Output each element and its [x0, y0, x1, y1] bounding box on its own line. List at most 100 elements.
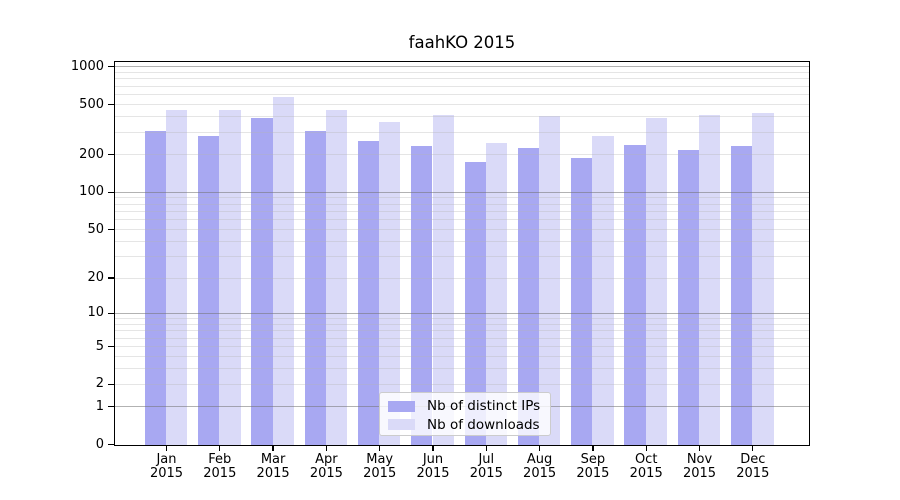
minor-gridline-5: [115, 346, 809, 347]
bar-nb-of-downloads-sep: [592, 136, 614, 445]
x-tick-label-nov: Nov 2015: [668, 453, 732, 481]
y-tick-mark-20: [108, 277, 114, 279]
x-tick-mark-oct: [645, 446, 647, 451]
bar-nb-of-distinct-ips-feb: [198, 135, 220, 445]
bar-nb-of-downloads-nov: [699, 115, 721, 445]
x-tick-label-jul: Jul 2015: [454, 453, 518, 481]
x-tick-label-sep: Sep 2015: [561, 453, 625, 481]
minor-gridline-40: [115, 241, 809, 242]
x-tick-year: 2015: [149, 466, 184, 481]
minor-gridline-6: [115, 337, 809, 339]
x-tick-month: Nov: [686, 452, 713, 467]
x-tick-label-oct: Oct 2015: [614, 453, 678, 481]
x-tick-year: 2015: [203, 466, 237, 481]
bar-nb-of-distinct-ips-dec: [731, 146, 753, 445]
major-gridline-1000: [115, 66, 809, 68]
bar-nb-of-distinct-ips-aug: [517, 147, 540, 445]
x-tick-month: May: [366, 452, 394, 467]
legend-row-nb-of-distinct-ips: Nb of distinct IPs: [388, 397, 550, 416]
bar-nb-of-downloads-jun: [432, 115, 454, 445]
minor-gridline-300: [115, 131, 809, 133]
x-tick-year: 2015: [416, 466, 450, 481]
x-tick-mark-aug: [538, 446, 541, 451]
x-tick-year: 2015: [629, 466, 663, 481]
x-tick-year: 2015: [736, 466, 770, 481]
y-tick-label-500: 500: [79, 96, 104, 112]
legend-row-nb-of-downloads: Nb of downloads: [388, 416, 550, 435]
x-tick-mark-dec: [752, 446, 754, 451]
minor-gridline-90: [115, 197, 809, 199]
x-tick-mark-jun: [432, 446, 434, 451]
minor-gridline-4: [115, 356, 809, 357]
y-tick-mark-500: [108, 103, 114, 106]
x-tick-mark-nov: [698, 446, 701, 451]
x-tick-mark-may: [379, 446, 381, 451]
minor-gridline-200: [115, 154, 809, 155]
major-gridline-100: [115, 191, 809, 193]
bar-nb-of-distinct-ips-apr: [304, 130, 326, 445]
bar-nb-of-distinct-ips-nov: [677, 150, 699, 445]
bar-nb-of-downloads-aug: [539, 115, 561, 445]
minor-gridline-3: [115, 368, 809, 370]
x-tick-year: 2015: [309, 466, 343, 481]
x-tick-mark-jan: [165, 446, 168, 451]
bar-nb-of-downloads-jan: [166, 110, 188, 445]
x-tick-month: Mar: [260, 452, 286, 467]
x-tick-year: 2015: [256, 466, 290, 481]
y-tick-label-1: 1: [95, 398, 104, 414]
y-tick-mark-100: [108, 191, 114, 193]
bar-nb-of-distinct-ips-jun: [411, 146, 433, 445]
x-tick-year: 2015: [682, 466, 717, 481]
bar-nb-of-distinct-ips-sep: [571, 158, 593, 445]
y-tick-mark-10: [108, 312, 114, 315]
x-tick-month: Dec: [740, 452, 766, 467]
x-tick-month: Sep: [580, 452, 606, 467]
minor-gridline-50: [115, 229, 809, 230]
x-tick-mark-mar: [272, 446, 274, 451]
legend-label-nb-of-distinct-ips: Nb of distinct IPs: [427, 398, 541, 415]
x-tick-label-may: May 2015: [348, 453, 412, 481]
chart-title: faahKO 2015: [408, 33, 516, 52]
bar-nb-of-downloads-oct: [645, 117, 667, 445]
y-tick-label-10: 10: [87, 305, 104, 321]
y-tick-mark-50: [108, 228, 114, 231]
y-tick-mark-1000: [108, 66, 114, 68]
bar-nb-of-distinct-ips-mar: [251, 117, 273, 445]
legend-swatch-nb-of-distinct-ips: [388, 400, 415, 412]
x-tick-month: Jun: [422, 452, 444, 467]
legend-swatch-nb-of-downloads: [388, 419, 415, 431]
bar-nb-of-downloads-dec: [752, 112, 774, 445]
y-tick-label-20: 20: [87, 270, 104, 286]
x-tick-label-aug: Aug 2015: [508, 453, 572, 481]
major-gridline-10: [115, 312, 809, 314]
y-tick-label-100: 100: [79, 184, 104, 200]
x-tick-month: Oct: [634, 452, 658, 467]
bar-nb-of-downloads-apr: [325, 109, 348, 445]
y-tick-mark-1: [108, 405, 114, 408]
minor-gridline-600: [115, 94, 809, 96]
y-tick-label-50: 50: [87, 221, 104, 237]
x-tick-mark-apr: [325, 446, 328, 451]
minor-gridline-700: [115, 85, 809, 87]
bar-nb-of-downloads-may: [379, 122, 401, 445]
legend-label-nb-of-downloads: Nb of downloads: [427, 416, 540, 433]
bar-nb-of-distinct-ips-oct: [624, 145, 646, 445]
x-tick-year: 2015: [469, 466, 503, 481]
y-tick-label-1000: 1000: [70, 58, 104, 74]
x-tick-label-apr: Apr 2015: [294, 453, 358, 481]
x-tick-year: 2015: [523, 466, 557, 481]
bar-nb-of-distinct-ips-may: [357, 141, 380, 445]
x-tick-mark-feb: [219, 446, 221, 451]
bar-nb-of-distinct-ips-jan: [144, 131, 166, 445]
x-tick-label-mar: Mar 2015: [241, 453, 305, 481]
x-tick-month: Feb: [208, 452, 232, 467]
bar-nb-of-downloads-feb: [219, 109, 241, 445]
bar-nb-of-downloads-mar: [272, 97, 294, 445]
x-tick-month: Apr: [315, 452, 338, 467]
minor-gridline-20: [115, 277, 809, 279]
x-tick-label-dec: Dec 2015: [721, 453, 785, 481]
x-tick-month: Jul: [478, 452, 495, 467]
minor-gridline-2: [115, 383, 809, 385]
x-tick-label-jan: Jan 2015: [135, 453, 199, 481]
